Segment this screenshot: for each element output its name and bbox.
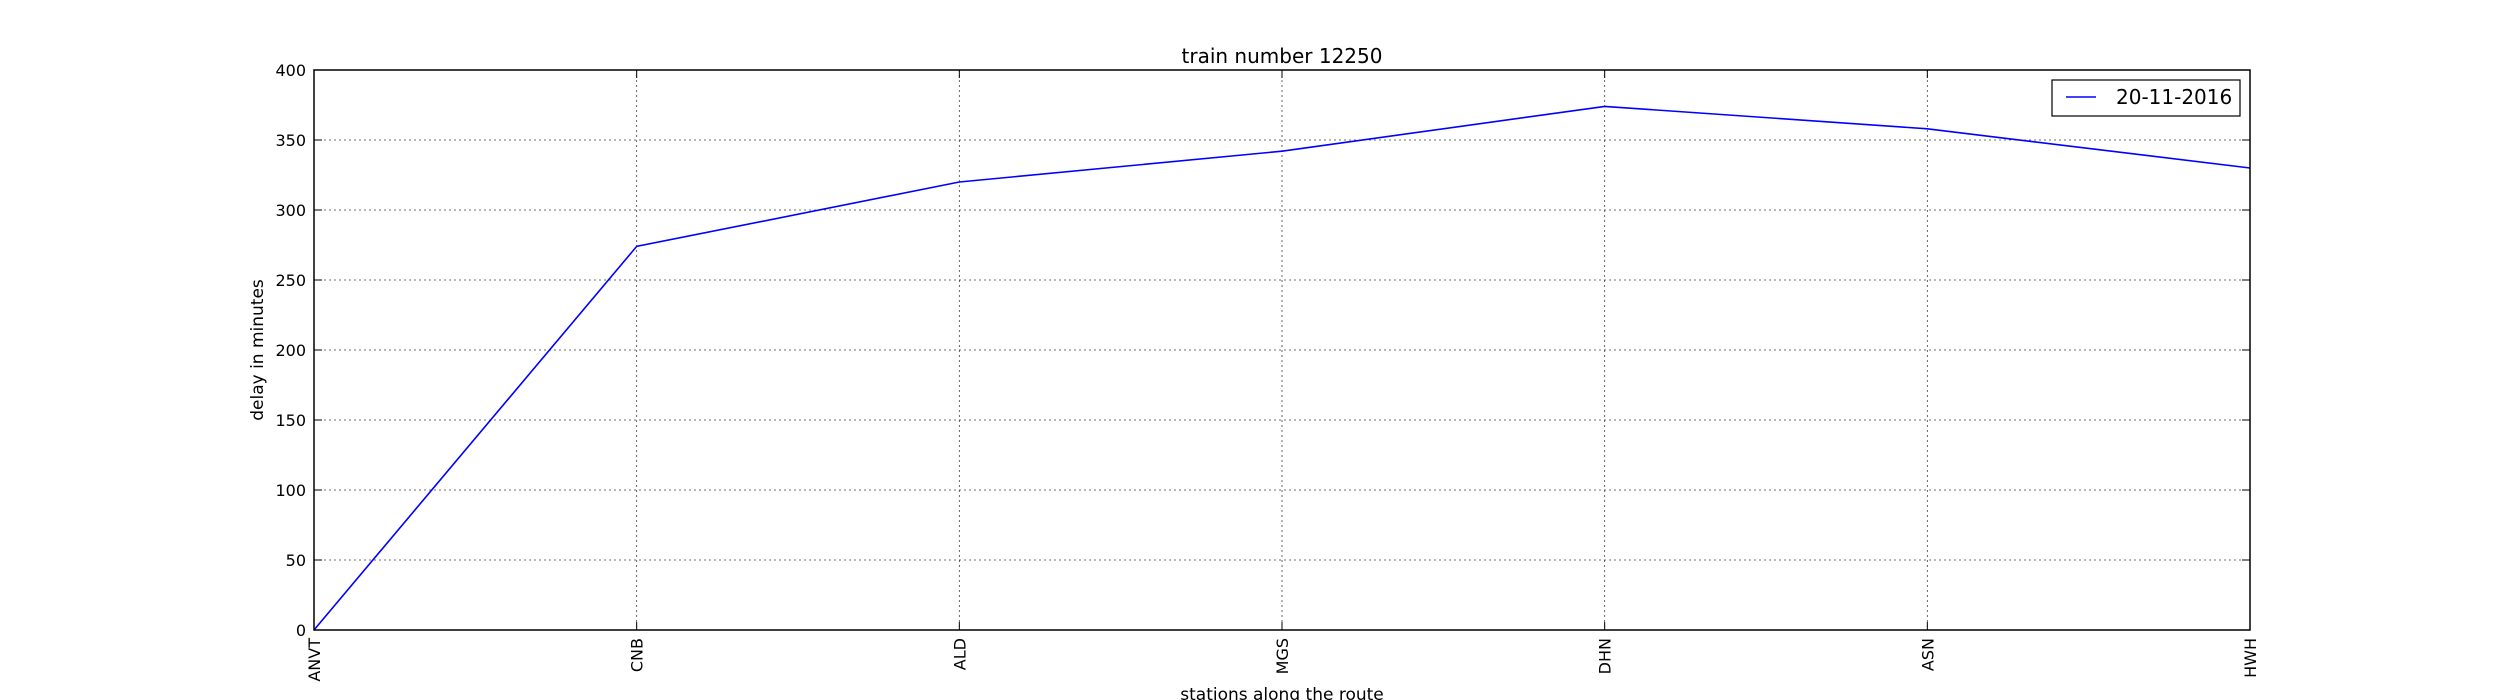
chart-title: train number 12250 xyxy=(1182,44,1383,68)
tick-layer: 0 50 100 150 200 250 300 350 400 ANVT CNB ALD MGS DHN… xyxy=(275,61,2260,682)
label-layer: train number 12250 stations along the ro… xyxy=(248,44,1384,700)
legend: 20-11-2016 xyxy=(2051,79,2241,117)
x-tick-label: ASN xyxy=(1918,638,1937,671)
x-tick-label: ANVT xyxy=(305,638,324,682)
y-tick-label: 300 xyxy=(275,201,306,220)
x-axis-label: stations along the route xyxy=(1180,685,1384,700)
legend-label: 20-11-2016 xyxy=(2116,85,2232,109)
y-tick-label: 400 xyxy=(275,61,306,80)
legend-box xyxy=(2051,79,2241,117)
x-tick-label: HWH xyxy=(2241,638,2260,678)
y-tick-label: 100 xyxy=(275,481,306,500)
x-tick-label: MGS xyxy=(1273,638,1292,674)
y-tick-label: 250 xyxy=(275,271,306,290)
grid-layer xyxy=(314,70,2250,630)
y-tick-label: 50 xyxy=(286,551,306,570)
x-tick-label: ALD xyxy=(950,638,969,670)
y-tick-label: 0 xyxy=(296,621,306,640)
y-tick-label: 350 xyxy=(275,131,306,150)
x-tick-label: CNB xyxy=(628,638,647,672)
x-tick-label: DHN xyxy=(1596,638,1615,674)
y-tick-label: 150 xyxy=(275,411,306,430)
y-axis-label: delay in minutes xyxy=(248,279,268,421)
y-tick-label: 200 xyxy=(275,341,306,360)
